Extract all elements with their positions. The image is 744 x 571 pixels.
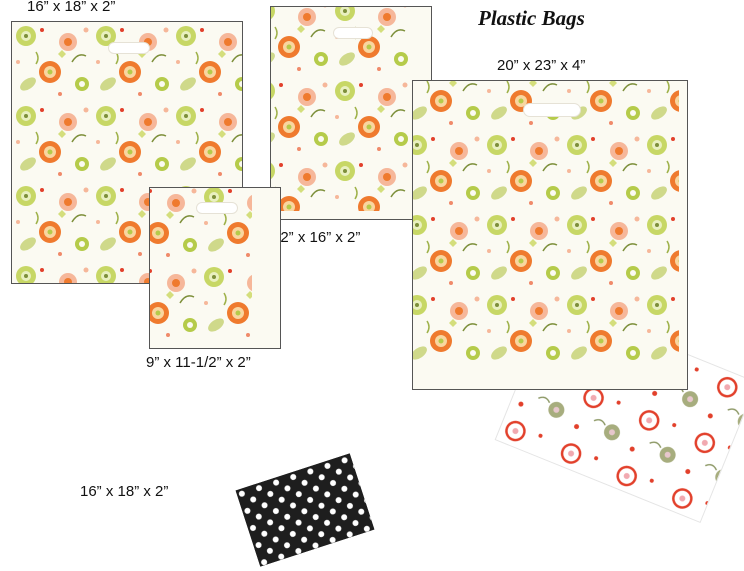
bag-16x18-image [11,21,243,284]
floral-pattern [271,7,413,211]
polka-dot-pattern [235,453,375,567]
floral-pattern [413,81,679,361]
page-title: Plastic Bags [478,6,585,30]
bag-black-polka-dot [235,453,375,567]
bag-size-label-16x18-black: 16” x 18” x 2” [80,483,169,500]
floral-pattern [150,188,252,345]
bag-handle-cutout [333,27,373,39]
bag-handle-cutout [108,42,150,54]
bag-20x23-image [412,80,688,390]
bag-size-label-12x16: 12” x 16” x 2” [272,229,361,246]
bag-handle-cutout [196,202,238,214]
bag-9x11-image [149,187,281,349]
bag-12x16-image [270,6,432,220]
bag-size-label-20x23: 20” x 23” x 4” [497,57,586,74]
bag-handle-cutout [523,103,581,117]
bag-size-label-16x18: 16” x 18” x 2” [27,0,116,15]
bag-size-label-9x11: 9” x 11-1/2” x 2” [146,354,251,371]
